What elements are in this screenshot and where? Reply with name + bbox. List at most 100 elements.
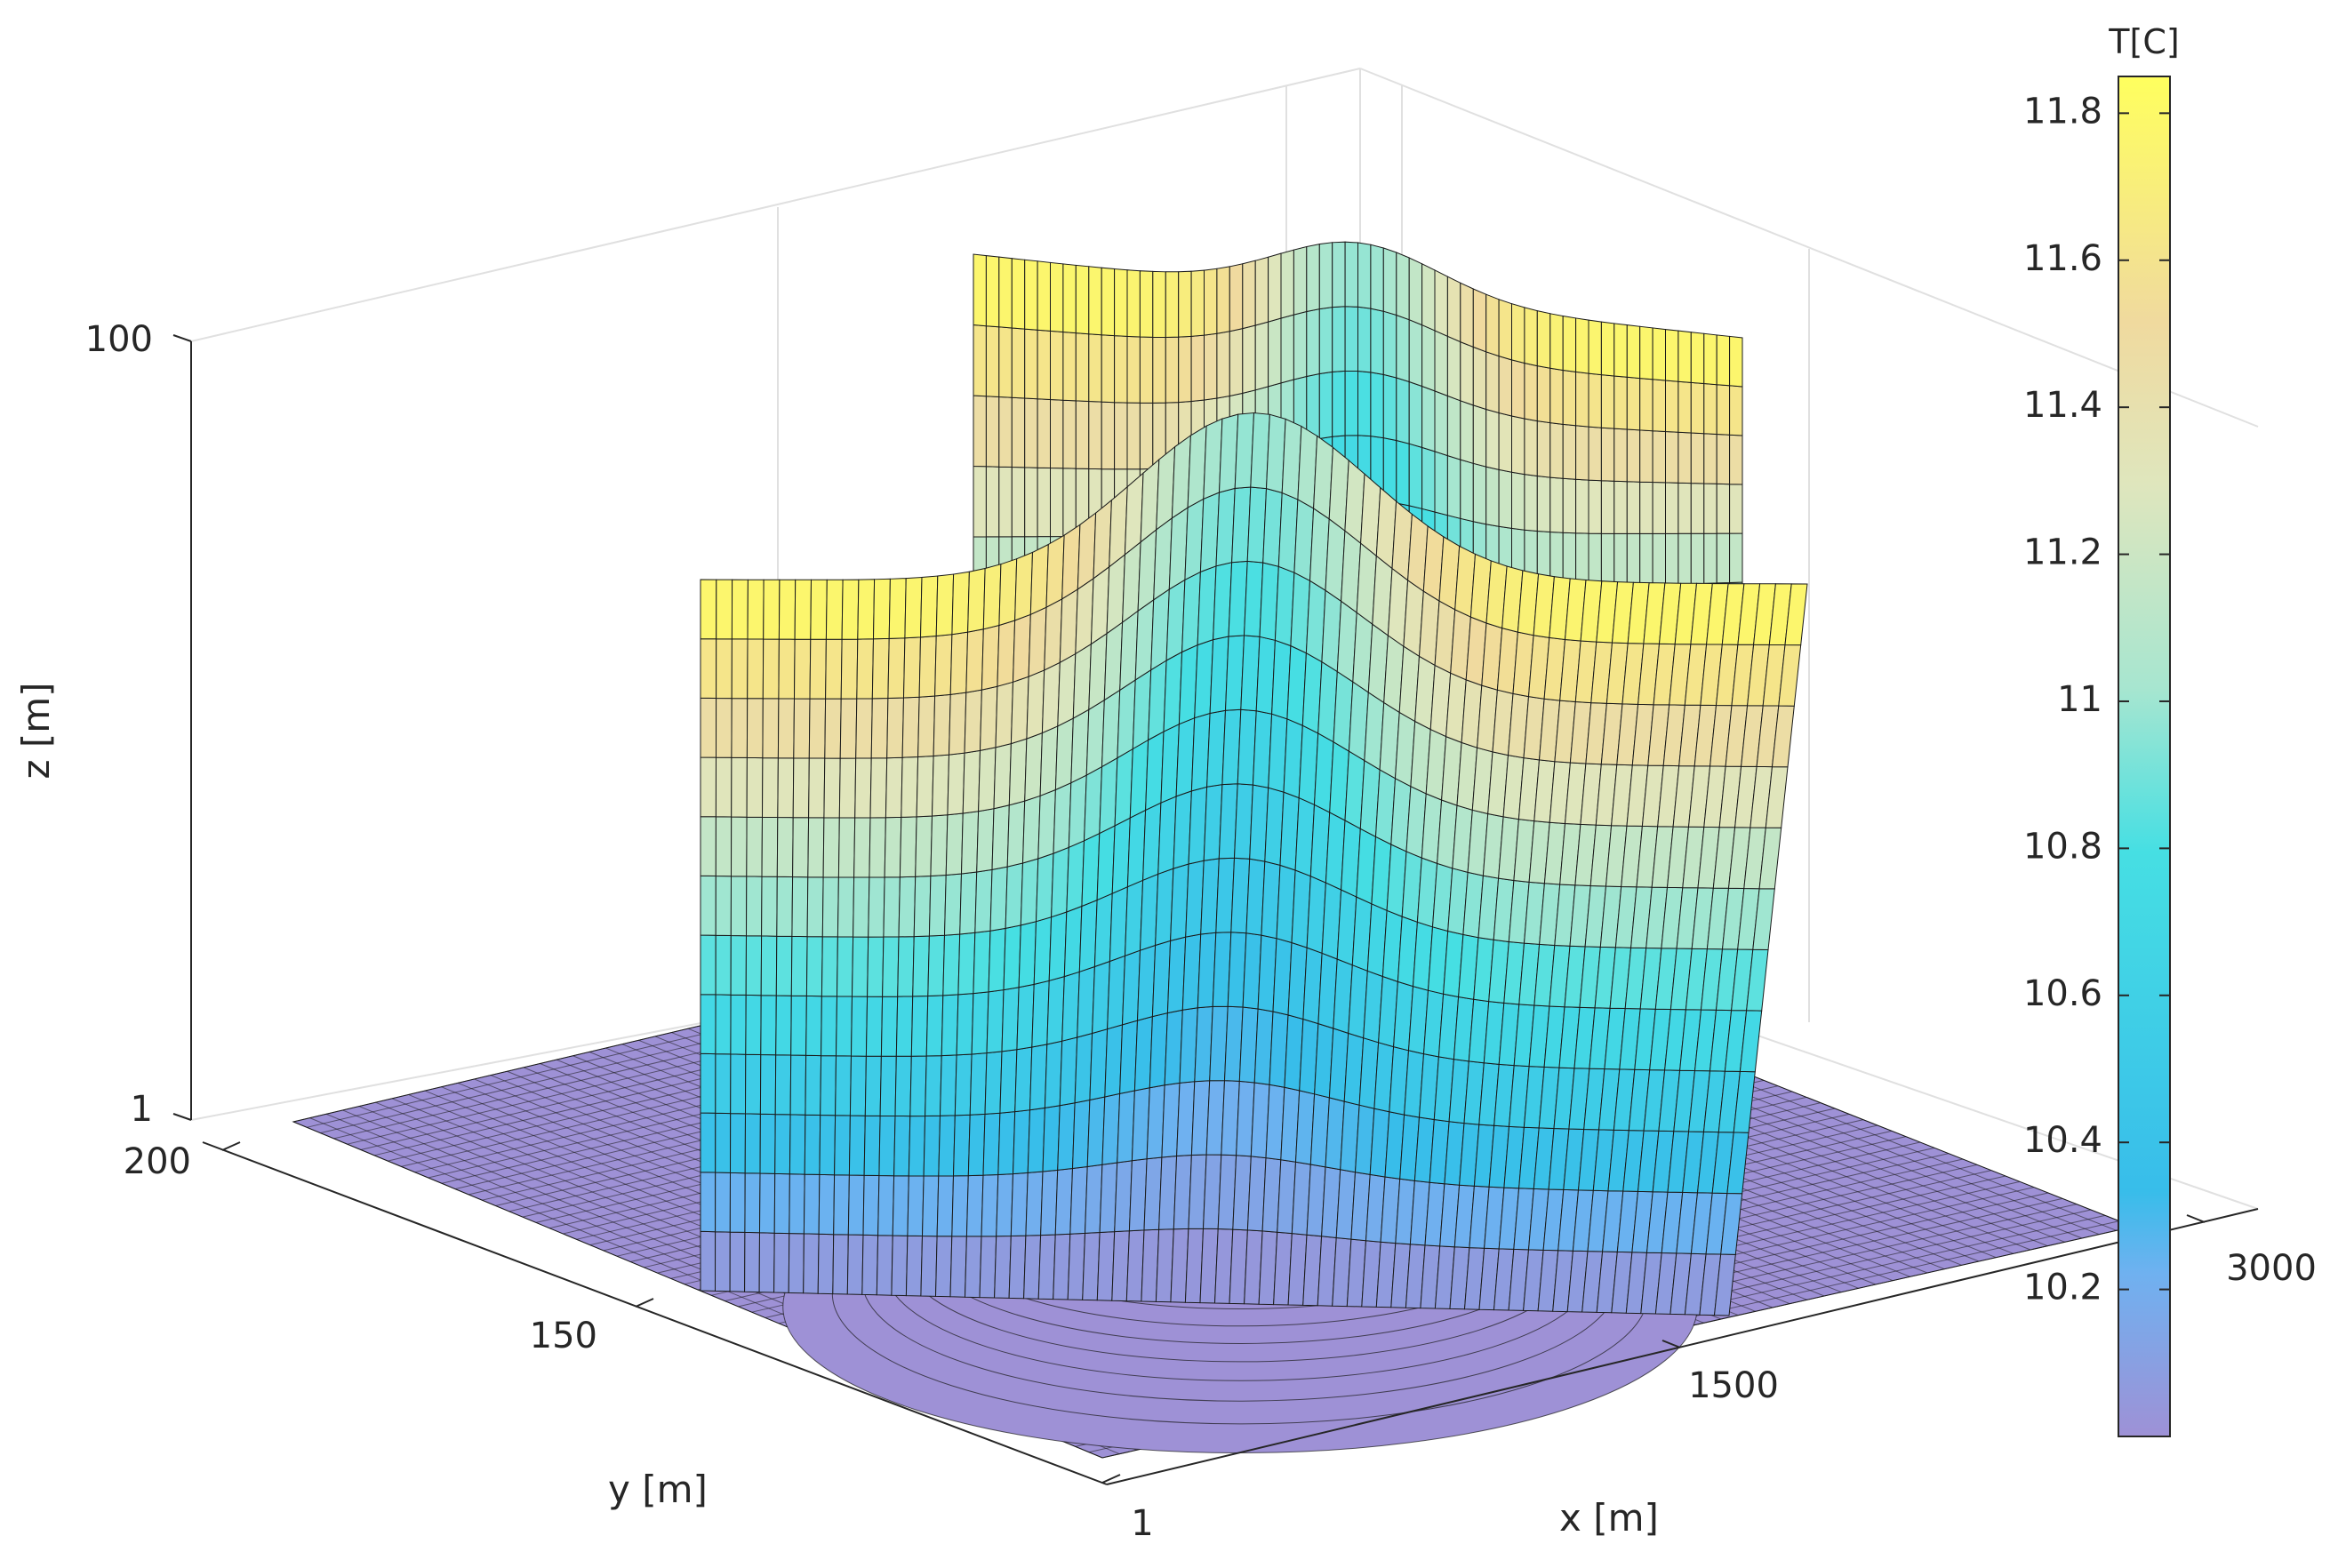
front-slice-cell bbox=[1025, 1171, 1044, 1236]
front-slice-cell bbox=[715, 816, 733, 877]
back-slice-cell bbox=[1165, 336, 1180, 404]
front-slice-cell bbox=[1037, 1234, 1056, 1300]
front-slice-cell bbox=[715, 994, 732, 1055]
colorbar: T[C] 10.2 10.4 10.6 10.8 11 11.2 11.4 11.6 11.8 bbox=[2023, 22, 2180, 1437]
back-slice-cell bbox=[1050, 330, 1064, 401]
back-slice-cell bbox=[1626, 532, 1641, 587]
front-slice-cell bbox=[942, 933, 961, 996]
front-slice-cell bbox=[716, 638, 733, 700]
front-slice-cell bbox=[760, 935, 778, 996]
front-slice-cell bbox=[817, 1233, 835, 1295]
front-slice-cell bbox=[775, 995, 792, 1056]
back-slice-cell bbox=[1665, 482, 1679, 534]
back-slice-cell bbox=[1024, 467, 1038, 538]
front-slice-cell bbox=[1045, 534, 1065, 609]
back-slice-cell bbox=[1318, 307, 1333, 375]
colorbar-tick-label: 10.8 bbox=[2023, 826, 2102, 867]
front-slice-cell bbox=[832, 1234, 849, 1295]
back-slice-cell bbox=[1280, 249, 1294, 319]
front-slice-cell bbox=[897, 936, 915, 997]
z-tick-label-bottom: 1 bbox=[131, 1089, 153, 1130]
colorbar-tick-label: 11.8 bbox=[2023, 91, 2102, 132]
front-slice-cell bbox=[964, 689, 982, 754]
back-slice-cell bbox=[1575, 371, 1589, 428]
colorbar-tick-label: 11.2 bbox=[2023, 532, 2102, 573]
front-slice-cell bbox=[700, 1052, 717, 1114]
front-slice-cell bbox=[951, 571, 970, 636]
back-slice-cell bbox=[1677, 330, 1692, 383]
front-slice-cell bbox=[997, 620, 1016, 687]
front-slice-cell bbox=[824, 698, 842, 759]
y-tick-label-150: 150 bbox=[530, 1316, 597, 1356]
back-slice-cell bbox=[1075, 400, 1090, 469]
back-slice-cell bbox=[1421, 324, 1436, 392]
front-slice-cell bbox=[808, 757, 826, 819]
front-slice-cell bbox=[1039, 725, 1059, 797]
back-slice-cell bbox=[1062, 468, 1077, 538]
back-slice-cell bbox=[1562, 315, 1577, 372]
y-axis-line bbox=[202, 1141, 1108, 1485]
back-slice-cell bbox=[1677, 380, 1692, 434]
front-slice-cell bbox=[956, 993, 974, 1056]
front-slice-cell bbox=[700, 756, 717, 818]
front-slice-cell bbox=[986, 989, 1005, 1054]
front-slice-cell bbox=[995, 681, 1014, 748]
back-slice-cell bbox=[1639, 429, 1653, 484]
front-slice-cell bbox=[715, 934, 732, 996]
back-slice-cell bbox=[1472, 462, 1487, 525]
back-slice-cell bbox=[1114, 335, 1128, 404]
back-slice-cell bbox=[1716, 384, 1731, 436]
front-slice-cell bbox=[789, 1114, 806, 1175]
front-slice-cell bbox=[744, 1172, 761, 1234]
front-slice-cell bbox=[745, 876, 763, 937]
back-slice-cell bbox=[1268, 317, 1282, 388]
front-slice-cell bbox=[1054, 1167, 1074, 1236]
front-slice-cell bbox=[959, 871, 978, 935]
front-slice-cell bbox=[899, 816, 917, 878]
back-slice-cell bbox=[1332, 370, 1346, 437]
front-slice-cell bbox=[965, 628, 984, 693]
front-slice-cell bbox=[731, 698, 749, 758]
back-slice-cell bbox=[1485, 408, 1500, 471]
back-slice-cell bbox=[1126, 402, 1141, 470]
front-slice-cell bbox=[916, 755, 934, 818]
back-slice-cell bbox=[1652, 481, 1666, 534]
back-slice-cell bbox=[1088, 266, 1102, 336]
front-slice-cell bbox=[792, 757, 810, 819]
front-slice-cell bbox=[805, 995, 822, 1057]
colorbar-tick-label: 10.2 bbox=[2023, 1268, 2102, 1308]
front-slice-cell bbox=[773, 1172, 790, 1235]
front-slice-cell bbox=[700, 1112, 717, 1173]
back-slice-cell bbox=[1729, 484, 1743, 534]
front-slice-cell bbox=[933, 693, 951, 757]
back-slice-cell bbox=[1344, 306, 1358, 372]
back-slice-cell bbox=[1139, 336, 1154, 404]
front-slice-cell bbox=[997, 1111, 1016, 1176]
front-slice-cell bbox=[915, 815, 933, 877]
front-slice-cell bbox=[887, 637, 906, 700]
front-slice-cell bbox=[1010, 676, 1029, 745]
back-slice-cell bbox=[1613, 480, 1628, 534]
back-slice-cell bbox=[1370, 308, 1384, 375]
back-slice-cell bbox=[1665, 532, 1679, 586]
back-slice-cell bbox=[1729, 385, 1743, 436]
front-slice-cell bbox=[1031, 980, 1050, 1048]
front-slice-cell bbox=[789, 1054, 807, 1116]
front-slice-cell bbox=[762, 698, 780, 759]
z-tick bbox=[172, 1113, 192, 1121]
back-slice-cell bbox=[1485, 466, 1500, 527]
back-slice-cell bbox=[1011, 396, 1026, 468]
x-tick-label-1: 1 bbox=[1131, 1503, 1153, 1544]
front-slice-cell bbox=[715, 1112, 732, 1173]
front-slice-cell bbox=[821, 936, 838, 997]
y-tick bbox=[1101, 1474, 1121, 1484]
back-slice-cell bbox=[1703, 332, 1717, 386]
front-slice-cell bbox=[1027, 1107, 1045, 1173]
back-slice-cell bbox=[1524, 362, 1538, 422]
front-slice-cell bbox=[820, 1055, 837, 1116]
front-slice-cell bbox=[746, 698, 764, 759]
back-slice-cell bbox=[1088, 400, 1102, 470]
front-slice-cell bbox=[1018, 921, 1037, 988]
back-slice-cell bbox=[1690, 483, 1705, 534]
front-slice-cell bbox=[836, 936, 854, 997]
